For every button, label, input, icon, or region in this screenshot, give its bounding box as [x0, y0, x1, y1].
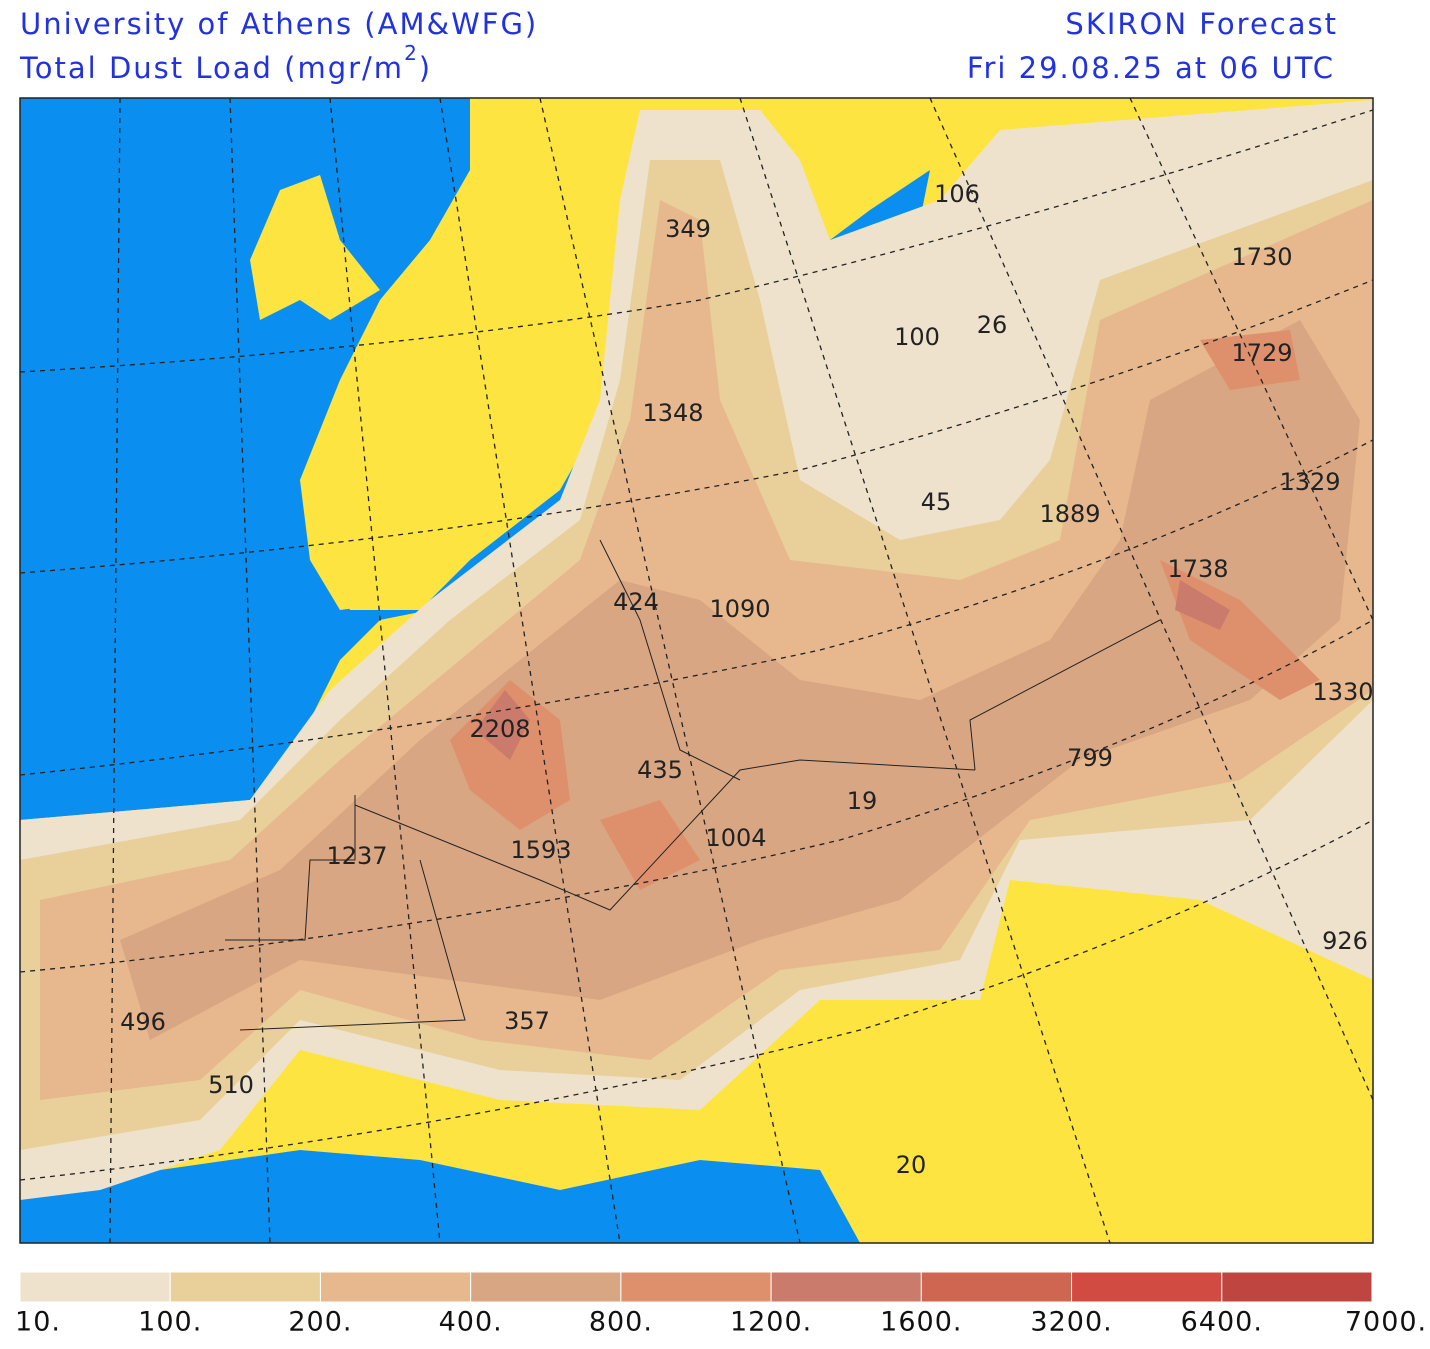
point-value: 20 — [896, 1151, 927, 1179]
point-value: 2208 — [469, 715, 530, 743]
borders — [225, 539, 1161, 1031]
point-value: 435 — [637, 756, 683, 784]
colorbar-swatch — [620, 1271, 772, 1303]
colorbar-label: 200. — [288, 1307, 352, 1338]
point-value: 799 — [1067, 744, 1113, 772]
colorbar-swatch — [1221, 1271, 1373, 1303]
gulf-of-guinea — [20, 1150, 860, 1243]
colorbar-swatch — [920, 1271, 1073, 1303]
point-value: 496 — [120, 1008, 166, 1036]
header-text: ) — [419, 51, 432, 85]
point-value: 357 — [504, 1007, 550, 1035]
header-text: Total Dust Load (mgr/m — [19, 51, 404, 85]
colorbar-swatch — [169, 1271, 321, 1303]
point-value: 100 — [894, 323, 940, 351]
point-value: 26 — [977, 311, 1008, 339]
point-labels: 106 349 1730 100 26 1729 1348 1329 45 1889 1738 424… — [120, 180, 1373, 1179]
colorbar-swatch — [319, 1271, 472, 1303]
point-value: 1593 — [510, 836, 571, 864]
colorbar-label: 800. — [589, 1307, 653, 1338]
point-value: 19 — [847, 787, 878, 815]
colorbar-swatch — [770, 1271, 922, 1303]
uk — [250, 175, 380, 320]
colorbar-label: 1200. — [730, 1307, 812, 1338]
point-value: 1004 — [705, 824, 766, 852]
colorbar-label: 7000. — [1345, 1307, 1427, 1338]
point-value: 1237 — [326, 842, 387, 870]
colorbar-label: 400. — [439, 1307, 503, 1338]
map-frame — [19, 97, 1374, 1244]
point-value: 1090 — [709, 595, 770, 623]
iberia — [300, 470, 520, 610]
graticule — [20, 98, 1373, 1243]
point-value: 926 — [1322, 927, 1368, 955]
colorbar-label: 3200. — [1030, 1307, 1112, 1338]
header-left-1: University of Athens (AM&WFG) — [20, 7, 538, 41]
header-left-2: Total Dust Load (mgr/m2) — [19, 41, 432, 86]
dust-800 — [450, 330, 1320, 890]
header-right-2: Fri 29.08.25 at 06 UTC — [967, 51, 1335, 85]
point-value: 424 — [613, 588, 659, 616]
colorbar-label: 6400. — [1181, 1307, 1263, 1338]
point-value: 1730 — [1231, 243, 1292, 271]
point-value: 1738 — [1167, 555, 1228, 583]
map — [20, 98, 1373, 1243]
point-value: 1329 — [1279, 468, 1340, 496]
point-value: 1889 — [1039, 500, 1100, 528]
point-value: 45 — [921, 488, 952, 516]
point-value: 1348 — [642, 399, 703, 427]
colorbar-swatch — [19, 1271, 171, 1303]
colorbar-label: 100. — [138, 1307, 202, 1338]
point-value: 349 — [665, 215, 711, 243]
point-value: 106 — [934, 180, 980, 208]
header-right-1: SKIRON Forecast — [1065, 7, 1338, 41]
colorbar-swatch — [1071, 1271, 1223, 1303]
colorbar-label: 10. — [15, 1307, 61, 1338]
dust-400 — [120, 320, 1360, 1040]
point-value: 510 — [208, 1071, 254, 1099]
point-value: 1729 — [1231, 339, 1292, 367]
header-superscript: 2 — [404, 41, 419, 65]
colorbar-label: 1600. — [880, 1307, 962, 1338]
colorbar-swatch — [470, 1271, 622, 1303]
colorbar: 10. 100. 200. 400. 800. 1200. 1600. 3200. 6400. 7… — [15, 1271, 1427, 1338]
point-value: 1330 — [1312, 678, 1373, 706]
